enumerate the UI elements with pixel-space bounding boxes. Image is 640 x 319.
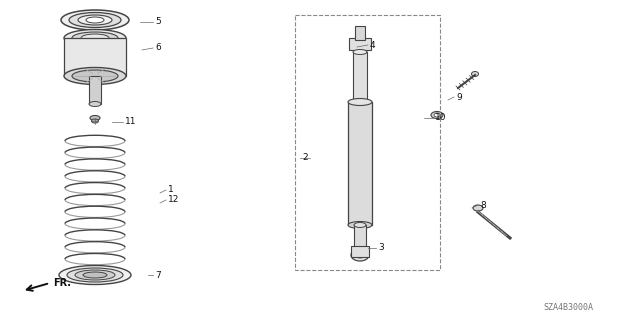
Ellipse shape [348, 221, 372, 228]
Bar [354, 225, 366, 248]
Ellipse shape [64, 29, 126, 47]
Text: 1: 1 [168, 186, 173, 195]
Text: 5: 5 [155, 18, 161, 26]
Ellipse shape [89, 101, 101, 107]
Ellipse shape [434, 113, 440, 117]
Ellipse shape [75, 270, 115, 280]
Ellipse shape [472, 71, 479, 77]
Bar [351, 246, 369, 257]
Bar [349, 38, 371, 50]
Ellipse shape [78, 15, 112, 25]
Ellipse shape [83, 272, 107, 278]
Ellipse shape [353, 49, 367, 55]
Ellipse shape [355, 252, 365, 258]
Text: FR.: FR. [53, 278, 71, 288]
Ellipse shape [61, 10, 129, 30]
Bar [348, 102, 372, 225]
Text: 6: 6 [155, 43, 161, 53]
Bar [89, 76, 101, 104]
Ellipse shape [59, 265, 131, 285]
Ellipse shape [92, 119, 99, 123]
Text: 10: 10 [435, 114, 447, 122]
Ellipse shape [473, 205, 483, 211]
Ellipse shape [348, 99, 372, 106]
Ellipse shape [90, 115, 100, 121]
Ellipse shape [431, 112, 443, 118]
Text: 4: 4 [370, 41, 376, 49]
Ellipse shape [64, 68, 126, 85]
Ellipse shape [69, 12, 121, 27]
Ellipse shape [356, 44, 364, 50]
Ellipse shape [354, 222, 366, 227]
Text: 9: 9 [456, 93, 461, 101]
Ellipse shape [86, 17, 104, 23]
Text: 2: 2 [302, 153, 308, 162]
Ellipse shape [351, 249, 369, 261]
Ellipse shape [81, 34, 109, 42]
Bar [64, 38, 126, 76]
Text: 11: 11 [125, 117, 136, 127]
Ellipse shape [353, 100, 367, 105]
Bar [355, 26, 365, 40]
Text: 8: 8 [480, 201, 486, 210]
Ellipse shape [352, 41, 368, 53]
Ellipse shape [72, 70, 118, 82]
Bar [353, 52, 367, 102]
Text: 12: 12 [168, 196, 179, 204]
Text: 7: 7 [155, 271, 161, 279]
Ellipse shape [67, 268, 123, 282]
Text: 3: 3 [378, 243, 384, 253]
Text: SZA4B3000A: SZA4B3000A [543, 303, 593, 313]
Bar [295, 15, 440, 270]
Ellipse shape [72, 32, 118, 44]
